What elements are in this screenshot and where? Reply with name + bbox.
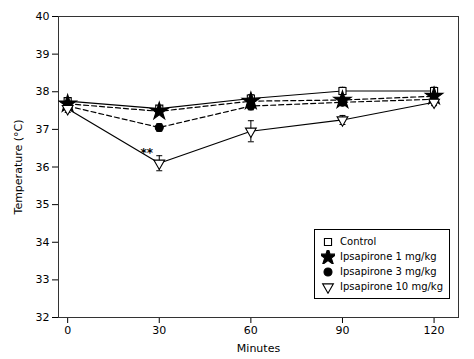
html-text:Ipsapirone 1 mg/kg: Ipsapirone 1 mg/kg [340,251,437,262]
svg-text:60: 60 [244,324,258,337]
svg-text:35: 35 [36,198,50,211]
svg-text:**: ** [141,146,154,160]
html-text:Ipsapirone 10 mg/kg: Ipsapirone 10 mg/kg [340,281,443,292]
svg-text:33: 33 [36,273,50,286]
svg-text:38: 38 [36,85,50,98]
html-text:Ipsapirone 3 mg/kg: Ipsapirone 3 mg/kg [340,266,437,277]
svg-text:Minutes: Minutes [237,342,281,355]
svg-text:40: 40 [36,10,50,23]
svg-text:34: 34 [36,236,50,249]
svg-text:0: 0 [64,324,71,337]
svg-text:39: 39 [36,48,50,61]
svg-text:36: 36 [36,161,50,174]
svg-text:Temperature (°C): Temperature (°C) [12,120,25,216]
svg-text:37: 37 [36,123,50,136]
svg-text:120: 120 [424,324,445,337]
svg-text:90: 90 [335,324,349,337]
html-text:Control: Control [340,236,377,247]
svg-text:32: 32 [36,311,50,324]
svg-text:30: 30 [152,324,166,337]
